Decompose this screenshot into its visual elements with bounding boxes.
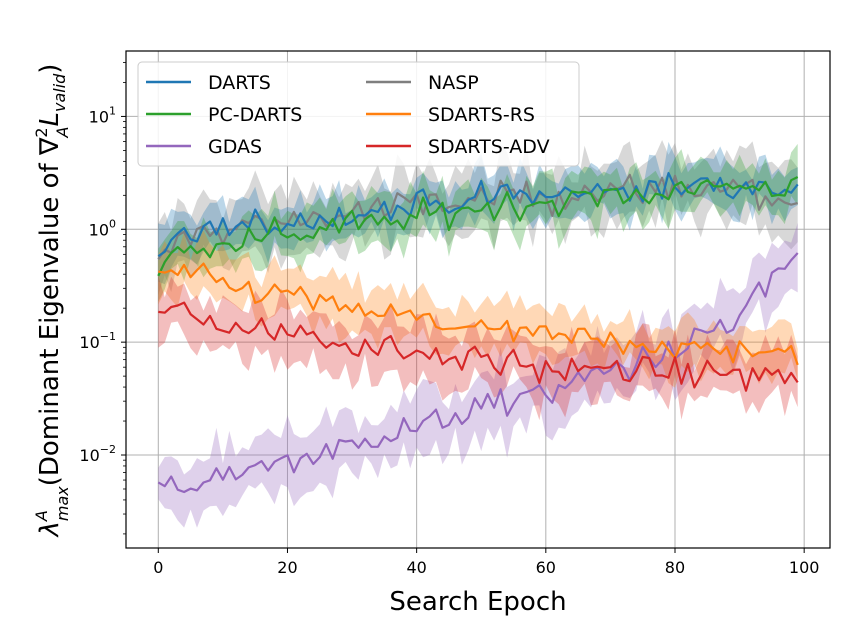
line-sdarts-rs bbox=[158, 262, 799, 366]
x-axis-ticks: 0 20 40 60 80 100 bbox=[153, 548, 819, 577]
band-pc-darts bbox=[158, 143, 798, 302]
band-gdas bbox=[158, 223, 798, 528]
x-tick-label: 0 bbox=[153, 558, 163, 577]
confidence-bands bbox=[158, 140, 798, 528]
y-tick-label: 10−2 bbox=[79, 443, 116, 465]
legend: DARTS PC-DARTS GDAS NASP SDARTS-RS SDARTS-ADV bbox=[137, 61, 580, 167]
band-sdarts-rs bbox=[158, 230, 798, 388]
y-tick-label: 101 bbox=[89, 104, 116, 126]
x-tick-label: 60 bbox=[536, 558, 556, 577]
x-tick-label: 20 bbox=[277, 558, 297, 577]
legend-label-darts: DARTS bbox=[208, 72, 271, 94]
legend-label-sdarts-rs: SDARTS-RS bbox=[428, 104, 535, 126]
y-axis-ticks: 10−2 10−1 100 101 bbox=[79, 62, 126, 535]
series-lines bbox=[157, 172, 799, 494]
legend-box bbox=[137, 61, 580, 167]
x-tick-label: 80 bbox=[665, 558, 685, 577]
band-darts bbox=[158, 141, 798, 285]
y-tick-label: 100 bbox=[89, 217, 116, 239]
band-nasp bbox=[158, 140, 798, 295]
line-pc-darts bbox=[157, 176, 799, 277]
x-axis-title: Search Epoch bbox=[389, 587, 566, 617]
band-sdarts-adv bbox=[158, 275, 798, 421]
x-tick-label: 100 bbox=[789, 558, 820, 577]
legend-label-sdarts-adv: SDARTS-ADV bbox=[428, 136, 550, 158]
legend-label-gdas: GDAS bbox=[208, 136, 262, 158]
y-tick-label: 10−1 bbox=[79, 330, 116, 352]
plot-frame bbox=[125, 50, 831, 549]
x-tick-label: 40 bbox=[406, 558, 426, 577]
legend-label-nasp: NASP bbox=[428, 72, 479, 94]
line-gdas bbox=[157, 252, 799, 494]
line-sdarts-adv bbox=[158, 301, 799, 392]
y-axis-title: λA max(Dominant Eigenvalue of ∇2 ALvalid) bbox=[32, 64, 72, 539]
legend-label-pc-darts: PC-DARTS bbox=[208, 104, 302, 126]
line-darts bbox=[157, 172, 799, 258]
